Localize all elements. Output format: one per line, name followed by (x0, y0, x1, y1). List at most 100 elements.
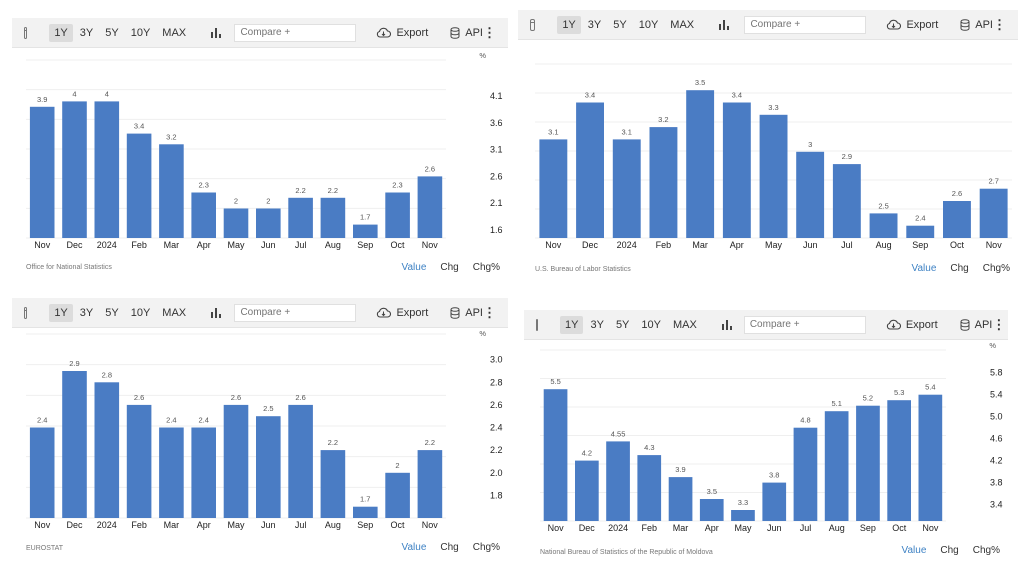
bar-12[interactable] (943, 201, 971, 238)
bar-8[interactable] (796, 151, 825, 238)
toggle-chg-pct[interactable]: Chg% (982, 263, 1010, 274)
bar-6[interactable] (191, 427, 216, 519)
compare-input[interactable] (744, 15, 867, 34)
range-button-1y[interactable]: 1Y (557, 15, 581, 34)
api-button[interactable]: API (450, 307, 483, 319)
export-button[interactable]: Export (376, 307, 428, 319)
bar-4[interactable] (126, 133, 152, 238)
range-button-max[interactable]: MAX (162, 26, 187, 39)
source-label[interactable]: EUROSTAT (26, 545, 64, 552)
range-button-10y[interactable]: 10Y (130, 26, 151, 39)
bar-1[interactable] (539, 139, 568, 238)
bar-chart-icon[interactable] (719, 19, 730, 30)
bar-12[interactable] (385, 192, 410, 239)
bar-12[interactable] (887, 400, 911, 521)
toggle-value[interactable]: Value (911, 263, 937, 274)
range-button-5y[interactable]: 5Y (613, 18, 627, 31)
bar-13[interactable] (918, 394, 943, 521)
range-button-max[interactable]: MAX (672, 318, 697, 331)
bar-3[interactable] (612, 139, 641, 238)
range-button-10y[interactable]: 10Y (641, 318, 661, 331)
range-button-1y[interactable]: 1Y (49, 23, 73, 42)
bar-8[interactable] (762, 482, 787, 521)
export-button[interactable]: Export (886, 319, 938, 331)
range-button-max[interactable]: MAX (162, 306, 187, 319)
source-label[interactable]: National Bureau of Statistics of the Rep… (540, 549, 713, 556)
bar-9[interactable] (832, 164, 861, 238)
bar-1[interactable] (29, 106, 55, 238)
bar-4[interactable] (637, 455, 662, 521)
bar-11[interactable] (906, 225, 935, 238)
bar-11[interactable] (353, 224, 378, 238)
more-options-icon[interactable]: ⋮ (992, 316, 1006, 332)
range-button-5y[interactable]: 5Y (615, 318, 630, 331)
bar-7[interactable] (731, 510, 755, 521)
bar-9[interactable] (793, 427, 818, 521)
bar-6[interactable] (722, 102, 751, 239)
calendar-icon[interactable] (24, 26, 28, 39)
bar-11[interactable] (353, 506, 378, 518)
range-button-5y[interactable]: 5Y (105, 306, 119, 319)
source-label[interactable]: U.S. Bureau of Labor Statistics (535, 266, 631, 273)
bar-1[interactable] (543, 389, 568, 521)
range-button-max[interactable]: MAX (670, 18, 695, 31)
bar-5[interactable] (668, 477, 693, 521)
more-options-icon[interactable]: ⋮ (993, 16, 1006, 32)
range-button-3y[interactable]: 3Y (587, 18, 602, 31)
bar-10[interactable] (320, 450, 346, 518)
bar-chart-icon[interactable] (211, 307, 222, 318)
bar-5[interactable] (159, 427, 184, 519)
bar-9[interactable] (288, 404, 313, 518)
compare-input[interactable] (234, 23, 357, 42)
bar-7[interactable] (223, 404, 249, 518)
bar-2[interactable] (576, 102, 604, 239)
range-button-1y[interactable]: 1Y (560, 315, 584, 334)
toggle-chg-pct[interactable]: Chg% (972, 545, 1000, 556)
bar-13[interactable] (979, 188, 1008, 238)
toggle-chg[interactable]: Chg (440, 262, 459, 273)
bar-3[interactable] (94, 382, 120, 518)
calendar-icon[interactable] (536, 318, 538, 331)
bar-3[interactable] (606, 441, 630, 521)
toggle-value[interactable]: Value (901, 545, 927, 556)
range-button-5y[interactable]: 5Y (105, 26, 119, 39)
api-button[interactable]: API (450, 27, 483, 39)
compare-input[interactable] (234, 303, 357, 322)
toggle-value[interactable]: Value (401, 542, 427, 553)
export-button[interactable]: Export (886, 19, 938, 31)
bar-6[interactable] (699, 499, 724, 521)
toggle-chg[interactable]: Chg (940, 545, 959, 556)
bar-11[interactable] (856, 405, 880, 521)
bar-5[interactable] (686, 90, 715, 238)
bar-12[interactable] (385, 472, 410, 518)
toggle-chg-pct[interactable]: Chg% (472, 542, 500, 553)
toggle-value[interactable]: Value (401, 262, 427, 273)
more-options-icon[interactable]: ⋮ (483, 24, 496, 40)
range-button-10y[interactable]: 10Y (638, 18, 659, 31)
bar-2[interactable] (62, 371, 87, 518)
range-button-10y[interactable]: 10Y (130, 306, 151, 319)
bar-10[interactable] (320, 197, 346, 238)
compare-input[interactable] (743, 315, 866, 334)
range-button-3y[interactable]: 3Y (79, 26, 94, 39)
range-button-3y[interactable]: 3Y (590, 318, 604, 331)
bar-5[interactable] (159, 144, 184, 238)
range-button-1y[interactable]: 1Y (49, 303, 73, 322)
toggle-chg[interactable]: Chg (950, 263, 969, 274)
bar-8[interactable] (256, 208, 281, 239)
bar-3[interactable] (94, 101, 120, 239)
bar-8[interactable] (256, 416, 281, 518)
bar-4[interactable] (126, 404, 152, 518)
toggle-chg[interactable]: Chg (440, 542, 459, 553)
api-button[interactable]: API (960, 19, 993, 31)
bar-2[interactable] (575, 460, 599, 521)
bar-6[interactable] (191, 192, 216, 239)
more-options-icon[interactable]: ⋮ (483, 304, 496, 320)
bar-7[interactable] (223, 208, 249, 239)
bar-1[interactable] (29, 427, 55, 519)
bar-13[interactable] (417, 176, 443, 238)
range-button-3y[interactable]: 3Y (79, 306, 94, 319)
bar-7[interactable] (759, 114, 788, 238)
bar-9[interactable] (288, 197, 313, 238)
calendar-icon[interactable] (24, 306, 28, 319)
